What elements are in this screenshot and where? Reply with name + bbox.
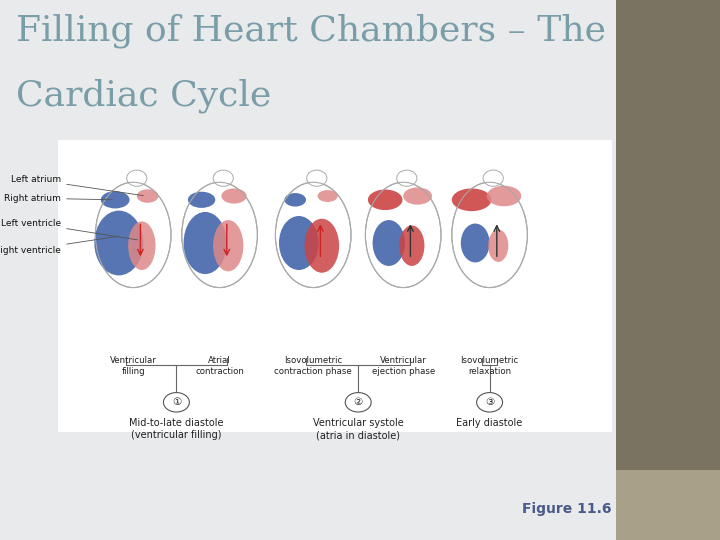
Ellipse shape [137,190,158,203]
Ellipse shape [397,170,417,186]
Bar [616,0,720,470]
Ellipse shape [487,186,521,206]
Ellipse shape [184,212,227,274]
Text: ①: ① [172,397,181,407]
Bar [58,140,612,432]
Ellipse shape [181,183,258,288]
Text: Figure 11.6: Figure 11.6 [523,502,612,516]
Text: Ventricular
filling: Ventricular filling [110,356,156,376]
Text: ③: ③ [485,397,494,407]
Circle shape [163,393,189,412]
Text: Cardiac Cycle: Cardiac Cycle [16,78,271,113]
Ellipse shape [101,191,130,208]
Ellipse shape [368,190,402,210]
Text: Early diastole: Early diastole [456,418,523,429]
Ellipse shape [279,216,319,270]
Text: Right ventricle: Right ventricle [0,237,117,254]
Ellipse shape [305,219,339,273]
Ellipse shape [95,183,171,288]
Ellipse shape [488,230,508,262]
Circle shape [346,393,372,412]
Text: Right atrium: Right atrium [4,194,112,202]
Ellipse shape [307,170,327,186]
Text: Ventricular
ejection phase: Ventricular ejection phase [372,356,435,376]
Ellipse shape [461,224,490,262]
Ellipse shape [373,220,405,266]
Ellipse shape [483,170,503,186]
Text: Isovolumetric
relaxation: Isovolumetric relaxation [461,356,518,376]
Text: Left atrium: Left atrium [11,176,143,195]
Ellipse shape [222,188,246,204]
Ellipse shape [275,183,351,288]
Text: Filling of Heart Chambers – The: Filling of Heart Chambers – The [16,14,606,48]
Ellipse shape [94,211,143,275]
Ellipse shape [213,220,243,271]
Bar [616,470,720,540]
Circle shape [477,393,503,412]
Ellipse shape [127,170,147,186]
Ellipse shape [213,170,233,186]
Ellipse shape [318,190,338,202]
Ellipse shape [188,192,215,208]
Text: Left ventricle: Left ventricle [1,219,138,240]
Text: Isovolumetric
contraction phase: Isovolumetric contraction phase [274,356,352,376]
Ellipse shape [399,226,425,266]
Ellipse shape [403,187,432,205]
Ellipse shape [452,183,527,288]
Text: Atrial
contraction: Atrial contraction [195,356,244,376]
Ellipse shape [366,183,441,288]
Text: ②: ② [354,397,363,407]
Text: Mid-to-late diastole
(ventricular filling): Mid-to-late diastole (ventricular fillin… [129,418,224,440]
Ellipse shape [128,221,156,270]
Ellipse shape [284,193,306,207]
Text: Ventricular systole
(atria in diastole): Ventricular systole (atria in diastole) [312,418,404,440]
Ellipse shape [452,188,492,211]
